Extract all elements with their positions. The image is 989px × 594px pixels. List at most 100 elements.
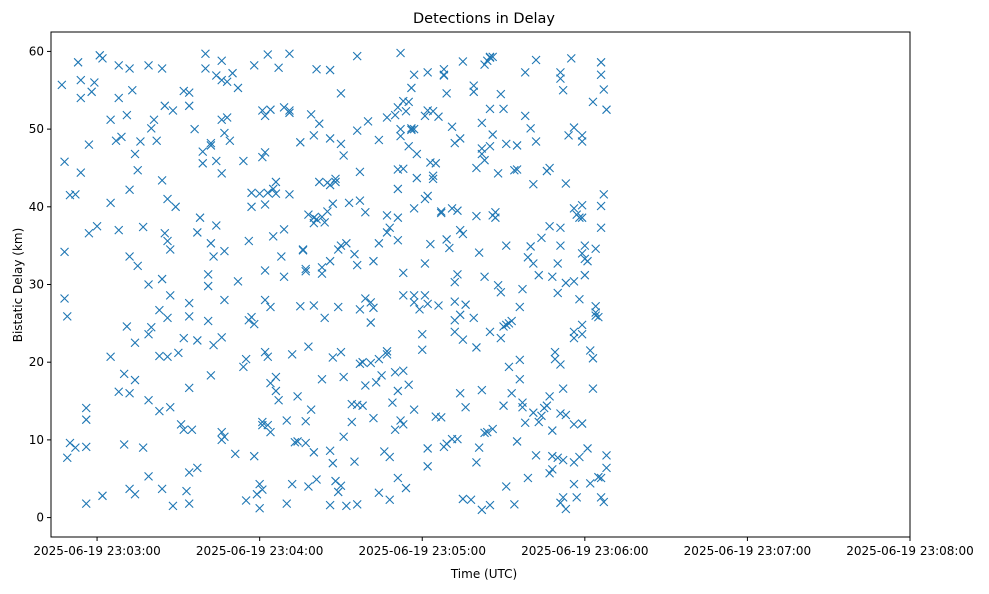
data-point-stroke <box>163 194 172 204</box>
data-point-stroke <box>271 189 281 198</box>
x-tick-label: 2025-06-19 23:08:00 <box>846 544 973 558</box>
x-tick-label: 2025-06-19 23:05:00 <box>359 544 486 558</box>
data-point <box>482 427 492 437</box>
data-point-stroke <box>317 374 327 384</box>
data-point-stroke <box>81 415 91 425</box>
data-point-stroke <box>469 87 479 97</box>
data-point <box>417 345 427 355</box>
data-point <box>575 452 584 462</box>
data-point-stroke <box>482 427 492 437</box>
data-point-stroke <box>333 245 343 254</box>
data-point-stroke <box>263 188 273 198</box>
data-point-stroke <box>493 169 503 178</box>
data-point <box>70 189 80 199</box>
data-point <box>542 401 552 411</box>
chart-title: Detections in Delay <box>413 11 555 27</box>
data-point <box>504 362 514 372</box>
data-point <box>398 366 408 376</box>
data-point-stroke <box>593 312 603 322</box>
data-point-stroke <box>561 278 571 288</box>
data-point-stroke <box>439 71 449 80</box>
data-point <box>561 179 571 188</box>
data-point-stroke <box>168 106 178 115</box>
data-point <box>520 68 530 77</box>
data-point-stroke <box>480 60 489 70</box>
data-point <box>355 196 365 205</box>
data-point <box>331 177 340 187</box>
data-point-stroke <box>444 243 454 253</box>
data-point <box>404 380 414 390</box>
data-point-stroke <box>585 479 595 488</box>
data-point <box>477 385 487 395</box>
data-point-stroke <box>301 438 311 448</box>
data-point-stroke <box>179 86 189 96</box>
data-point <box>255 479 265 489</box>
data-point <box>569 277 579 286</box>
data-point-stroke <box>531 137 541 146</box>
data-point-stroke <box>279 102 289 112</box>
data-point-stroke <box>569 203 579 213</box>
data-point-stroke <box>491 213 500 223</box>
data-point-stroke <box>70 443 80 453</box>
data-point <box>507 388 517 398</box>
data-point <box>244 236 254 246</box>
data-point-stroke <box>545 468 554 478</box>
data-point-stroke <box>480 155 489 165</box>
data-point <box>409 297 419 307</box>
data-point-stroke <box>336 88 346 98</box>
data-point-stroke <box>287 350 297 359</box>
data-point <box>301 416 311 426</box>
data-point-stroke <box>60 157 69 167</box>
data-point <box>485 104 495 114</box>
data-point-stroke <box>469 81 479 90</box>
data-point-stroke <box>518 284 527 294</box>
data-point-stroke <box>106 198 116 208</box>
data-point-stroke <box>198 147 208 157</box>
data-point-stroke <box>81 442 91 452</box>
data-point <box>407 125 416 135</box>
data-point-stroke <box>374 354 384 364</box>
data-point-stroke <box>279 224 289 234</box>
data-point-stroke <box>404 380 414 390</box>
data-point <box>239 362 248 372</box>
data-point-stroke <box>553 288 563 298</box>
data-point <box>201 64 210 73</box>
data-point-stroke <box>268 184 278 194</box>
data-point <box>491 213 500 223</box>
data-point-stroke <box>591 308 601 317</box>
data-point-stroke <box>409 297 419 307</box>
data-point-stroke <box>577 320 587 330</box>
y-tick-label: 30 <box>29 278 44 292</box>
data-point-stroke <box>184 468 194 477</box>
data-point <box>203 316 213 326</box>
data-point-stroke <box>220 295 229 305</box>
data-point-stroke <box>309 130 319 140</box>
data-point <box>355 359 365 369</box>
data-point <box>458 229 468 239</box>
data-point-stroke <box>547 272 557 282</box>
data-point-stroke <box>225 136 235 146</box>
data-point <box>57 80 67 90</box>
data-point <box>553 259 563 268</box>
data-point-stroke <box>577 329 587 339</box>
data-point <box>341 238 351 248</box>
data-point-stroke <box>203 270 213 279</box>
data-point-stroke <box>201 49 210 59</box>
data-point-stroke <box>230 449 240 459</box>
data-point <box>547 451 557 461</box>
data-point-stroke <box>526 242 536 251</box>
data-point-stroke <box>304 342 313 352</box>
data-point <box>304 342 313 352</box>
data-point-stroke <box>287 479 297 489</box>
data-point <box>211 156 221 166</box>
data-point <box>520 418 530 428</box>
data-point-stroke <box>374 135 384 145</box>
data-point <box>501 139 511 149</box>
data-point <box>295 301 305 311</box>
data-point-stroke <box>263 420 273 430</box>
data-point <box>301 438 311 448</box>
data-point-stroke <box>355 304 365 314</box>
data-point <box>409 405 419 414</box>
data-point-stroke <box>558 455 568 465</box>
data-point <box>339 372 349 382</box>
